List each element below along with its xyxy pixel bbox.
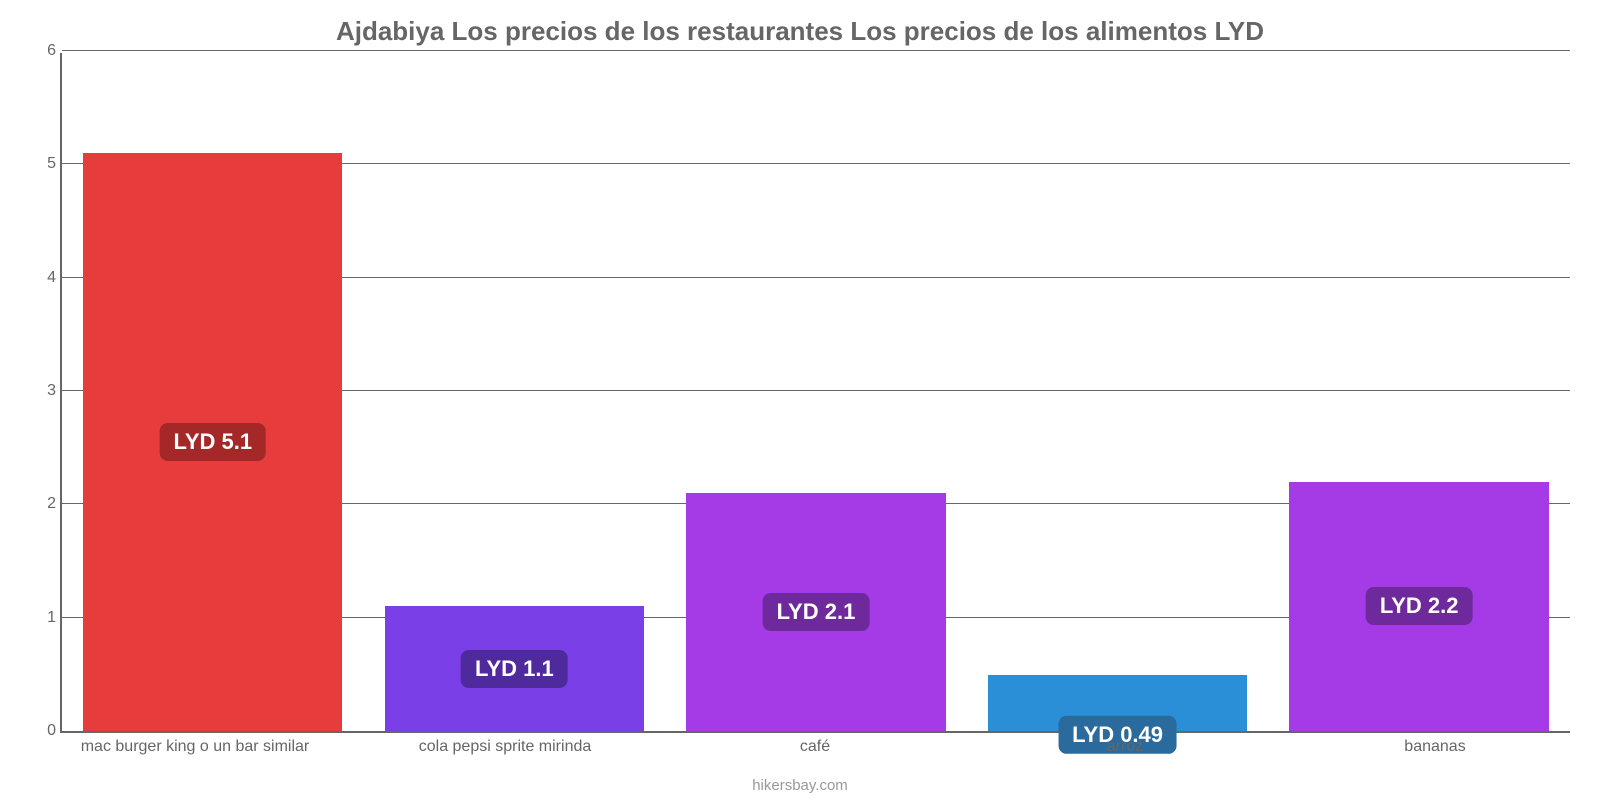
bar: LYD 1.1: [385, 606, 644, 731]
bar-slot: LYD 1.1: [364, 53, 666, 731]
bar: LYD 5.1: [83, 153, 342, 731]
bar-slot: LYD 5.1: [62, 53, 364, 731]
x-tick-label: café: [660, 738, 970, 756]
y-tick-label: 2: [30, 495, 56, 513]
bar-slot: LYD 2.1: [665, 53, 967, 731]
bar: LYD 2.2: [1289, 482, 1548, 731]
bar-slot: LYD 2.2: [1268, 53, 1570, 731]
chart-title: Ajdabiya Los precios de los restaurantes…: [20, 16, 1580, 47]
x-tick-label: bananas: [1280, 738, 1590, 756]
bar: LYD 2.1: [686, 493, 945, 731]
bars-group: LYD 5.1 LYD 1.1 LYD 2.1 LYD 0.49 LYD 2.2: [62, 53, 1570, 731]
y-tick-label: 3: [30, 382, 56, 400]
y-tick-label: 5: [30, 155, 56, 173]
bar-value-label: LYD 1.1: [461, 650, 568, 688]
chart-container: Ajdabiya Los precios de los restaurantes…: [0, 0, 1600, 800]
plot-area: LYD 5.1LYD 1.1LYD 2.1LYD 0.49LYD 2.2 012…: [60, 53, 1570, 733]
bar-value-label: LYD 2.1: [763, 593, 870, 631]
bar-slot: LYD 0.49: [967, 53, 1269, 731]
gridline: [62, 50, 1570, 51]
bar-value-label: LYD 2.2: [1366, 587, 1473, 625]
attribution-text: hikersbay.com: [0, 777, 1600, 794]
y-tick-label: 4: [30, 269, 56, 287]
x-tick-label: arroz: [970, 738, 1280, 756]
y-tick-label: 6: [30, 42, 56, 60]
x-axis-labels: mac burger king o un bar similarcola pep…: [40, 738, 1590, 756]
x-tick-label: mac burger king o un bar similar: [40, 738, 350, 756]
y-tick-label: 1: [30, 609, 56, 627]
bar-value-label: LYD 5.1: [159, 423, 266, 461]
bar: LYD 0.49: [988, 675, 1247, 731]
x-tick-label: cola pepsi sprite mirinda: [350, 738, 660, 756]
